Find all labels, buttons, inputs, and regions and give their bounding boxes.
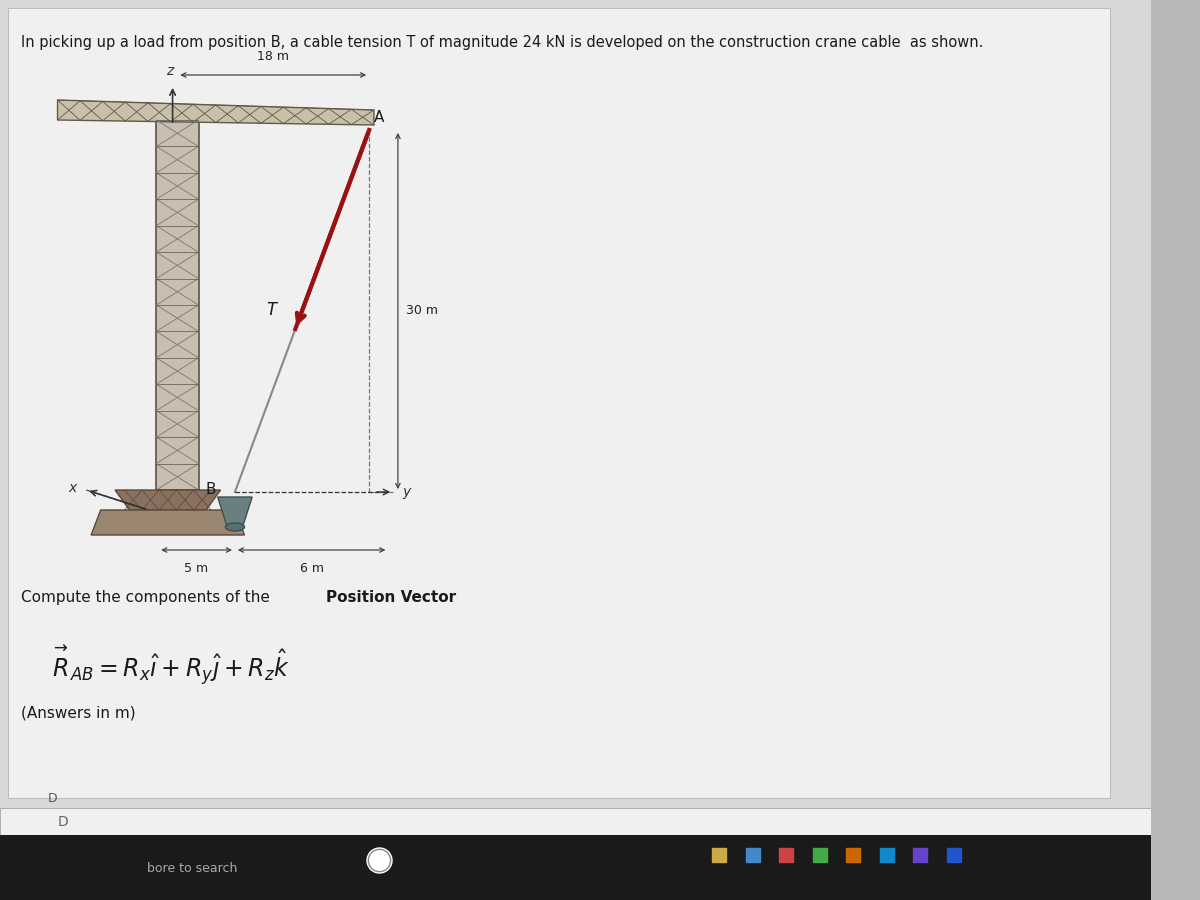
Polygon shape bbox=[217, 497, 252, 527]
Text: bore to search: bore to search bbox=[146, 861, 236, 875]
Polygon shape bbox=[115, 490, 221, 510]
Text: A: A bbox=[374, 110, 384, 125]
Text: D: D bbox=[48, 792, 58, 805]
Text: 30 m: 30 m bbox=[406, 304, 438, 318]
Text: 18 m: 18 m bbox=[257, 50, 289, 63]
Text: D: D bbox=[58, 815, 68, 829]
Text: 6 m: 6 m bbox=[300, 562, 324, 575]
Text: B: B bbox=[205, 482, 216, 498]
Text: T: T bbox=[266, 301, 276, 319]
Text: 5 m: 5 m bbox=[185, 562, 209, 575]
Text: x: x bbox=[68, 481, 77, 495]
Bar bbox=[0, 835, 1151, 900]
Text: $\overset{\rightarrow}{R}_{AB} = R_x\hat{\imath} + R_y\hat{\jmath} + R_z\hat{k}$: $\overset{\rightarrow}{R}_{AB} = R_x\hat… bbox=[50, 642, 290, 687]
Polygon shape bbox=[58, 100, 374, 125]
Polygon shape bbox=[91, 510, 245, 535]
Text: z: z bbox=[166, 64, 173, 78]
Bar bbox=[7, 8, 1110, 798]
Ellipse shape bbox=[226, 523, 245, 531]
Text: (Answers in m): (Answers in m) bbox=[22, 705, 136, 720]
Text: Compute the components of the: Compute the components of the bbox=[22, 590, 275, 605]
Text: Position Vector: Position Vector bbox=[326, 590, 456, 605]
Bar bbox=[156, 120, 199, 490]
Bar bbox=[0, 808, 1151, 900]
Text: In picking up a load from position B, a cable tension T of magnitude 24 kN is de: In picking up a load from position B, a … bbox=[22, 35, 984, 50]
Text: y: y bbox=[403, 485, 410, 499]
